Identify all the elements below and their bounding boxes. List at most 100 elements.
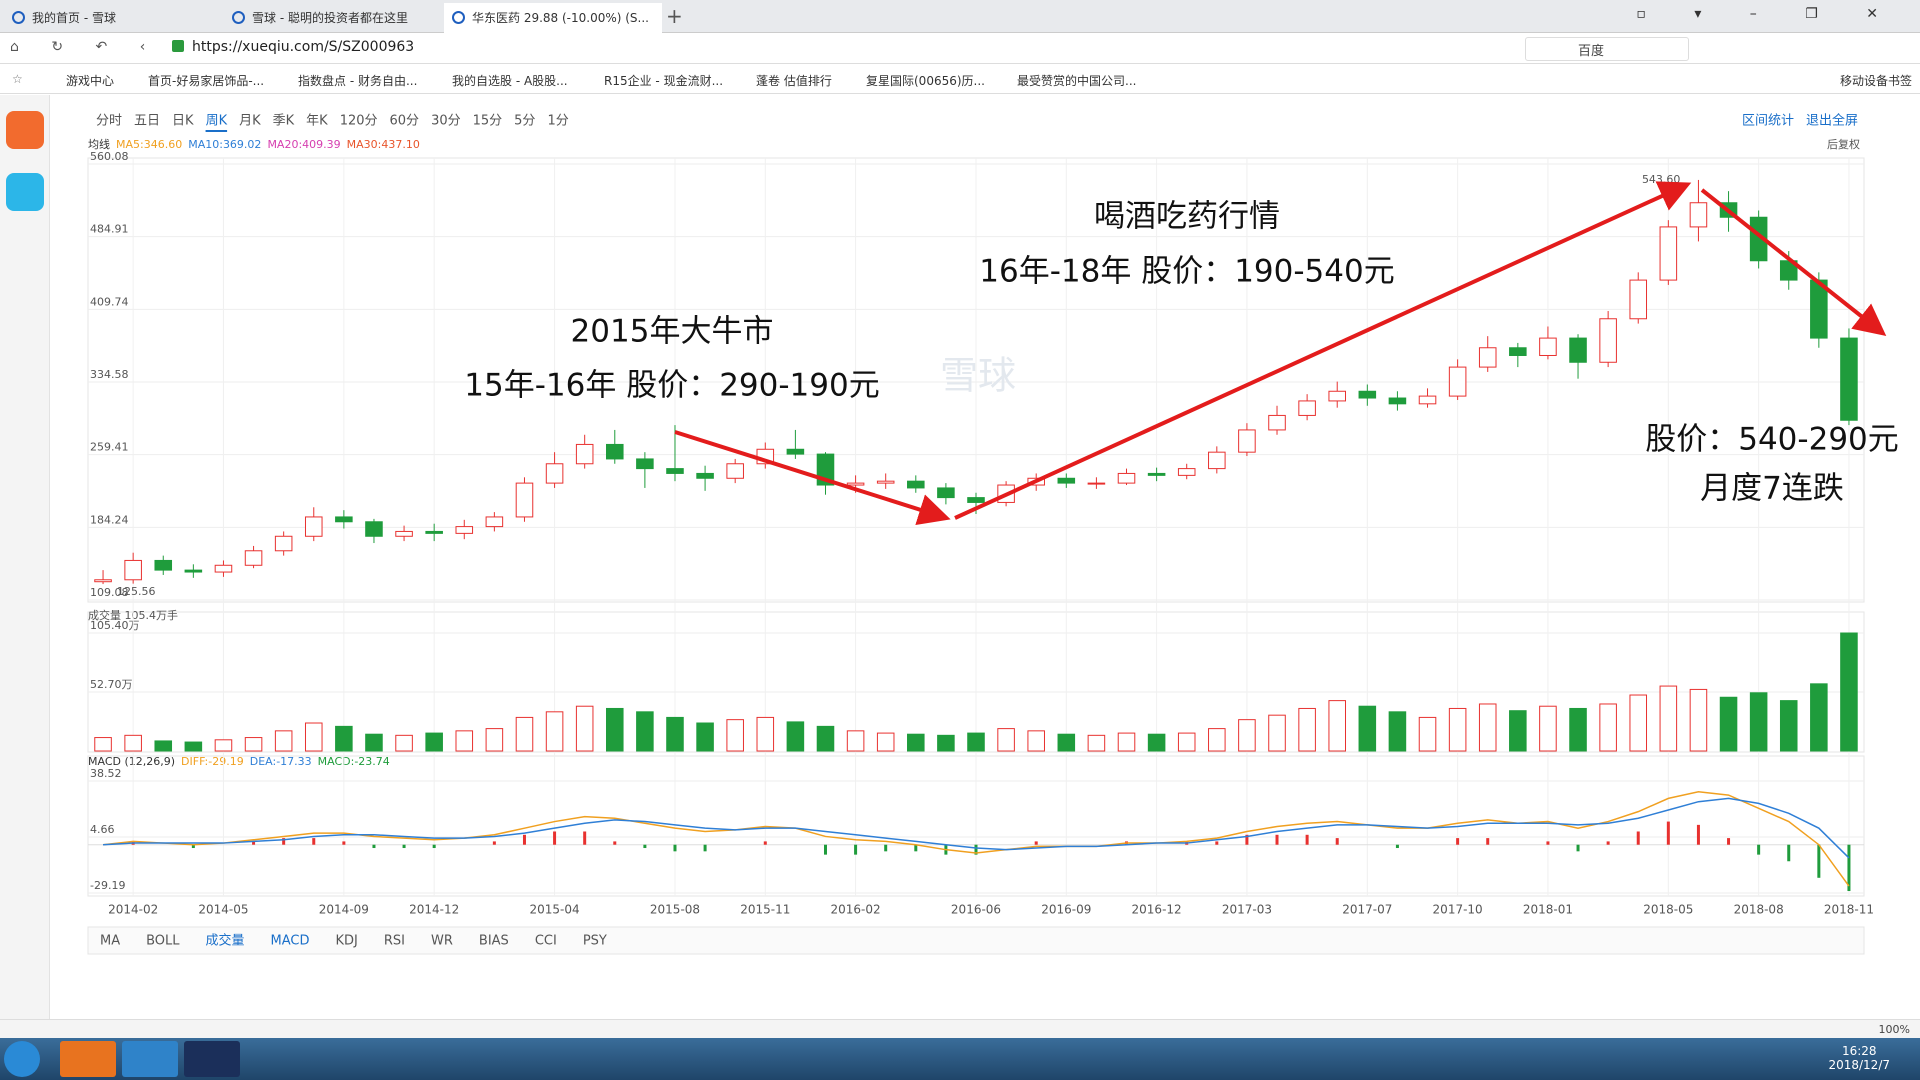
x-tick-label: 2015-04 [530, 903, 580, 917]
start-button[interactable] [4, 1041, 40, 1077]
x-tick-label: 2016-12 [1132, 903, 1182, 917]
bookmark[interactable]: 移动设备书签 [1840, 74, 1913, 88]
bookmark[interactable]: 最受赞赏的中国公司... [1017, 74, 1137, 88]
indicator-tab[interactable]: BIAS [479, 934, 509, 949]
volume-bar [274, 730, 293, 752]
adjust[interactable]: 后复权 [1827, 137, 1860, 151]
candle-body [1448, 366, 1467, 397]
taskbar-app[interactable] [122, 1041, 178, 1077]
x-tick-label: 2014-05 [198, 903, 248, 917]
annotation: 股价：540-290元 [1645, 422, 1899, 458]
period-tab[interactable]: 周K [206, 114, 228, 129]
volume-bar [1448, 707, 1467, 752]
bookmarks-bar: ☆ 游戏中心 首页-好易家居饰品-... 指数盘点 - 财务自由... 我的自选… [0, 64, 1920, 94]
indicator-tab[interactable]: CCI [535, 934, 557, 949]
candle-body [1147, 472, 1166, 476]
candle-body [274, 535, 293, 552]
macd-legend: DIFF:-29.19 [181, 755, 244, 768]
action[interactable]: 区间统计 [1742, 114, 1794, 129]
candle-body [395, 530, 413, 537]
bookmark[interactable]: 指数盘点 - 财务自由... [298, 74, 418, 88]
tab[interactable]: 华东医药 29.88 (-10.00%) (S... [444, 3, 662, 33]
y-tick-label: 105.40万 [90, 619, 140, 632]
candle-body [94, 579, 112, 583]
address-bar: ⌂ ↻ ↶ ‹ https://xueqiu.com/S/SZ000963 百度 [0, 33, 1920, 64]
new-tab[interactable]: + [666, 4, 683, 28]
volume-bar [937, 734, 955, 752]
ma-legend: MA20:409.39 [267, 138, 340, 151]
volume-bar [1177, 732, 1196, 752]
x-tick-label: 2016-06 [951, 903, 1001, 917]
candle-body [1569, 337, 1587, 363]
ma-legend: MA10:369.02 [188, 138, 261, 151]
indicator-tab[interactable]: 成交量 [206, 933, 245, 949]
candle-body [304, 516, 323, 537]
period-tab[interactable]: 季K [273, 114, 295, 129]
bookmark[interactable]: 复星国际(00656)历... [866, 74, 985, 88]
app-icon[interactable] [6, 111, 44, 149]
period-tab[interactable]: 分时 [96, 114, 122, 129]
indicator-tab[interactable]: PSY [583, 934, 607, 949]
candle-body [545, 463, 564, 484]
period-tab[interactable]: 年K [306, 114, 328, 129]
volume-bar [1749, 692, 1768, 752]
nav-buttons[interactable]: ⌂ ↻ ↶ ‹ [10, 39, 160, 55]
bookmark[interactable]: 我的自选股 - A股股... [452, 74, 568, 88]
volume-bar [124, 734, 142, 752]
tab[interactable]: 我的首页 - 雪球 [4, 3, 222, 33]
taskbar-app[interactable] [60, 1041, 116, 1077]
candle-body [1388, 397, 1407, 405]
period-tab[interactable]: 60分 [390, 114, 420, 129]
volume-bar [214, 739, 233, 752]
clock: 16:28 2018/12/7 [1828, 1044, 1890, 1072]
indicator-tab[interactable]: KDJ [336, 934, 358, 949]
candle-body [1177, 468, 1196, 476]
bookmark[interactable]: 蓬卷 估值排行 [756, 74, 832, 88]
bookmark[interactable]: R15企业 - 现金流财... [604, 74, 724, 88]
window-controls[interactable]: ▫ ▾ – ❐ ✕ [1636, 6, 1900, 22]
candle-body [1478, 347, 1497, 368]
candle-body [1268, 414, 1286, 431]
action[interactable]: 退出全屏 [1806, 113, 1858, 129]
indicator-tab[interactable]: MA [100, 934, 120, 949]
y-tick-label: 38.52 [90, 767, 122, 780]
candle-body [876, 480, 895, 484]
high-label: 543.60 [1642, 173, 1681, 186]
indicator-tab[interactable]: BOLL [146, 934, 180, 949]
volume-bar [726, 719, 744, 752]
candle-body [907, 480, 925, 489]
tab[interactable]: 雪球 - 聪明的投资者都在这里 [224, 3, 442, 33]
indicator-tab[interactable]: WR [431, 934, 453, 949]
period-tab[interactable]: 五日 [134, 114, 160, 129]
volume-bar [1840, 632, 1858, 752]
taskbar-app[interactable] [184, 1041, 240, 1077]
volume-bar [1027, 730, 1045, 752]
indicator-tab[interactable]: RSI [384, 934, 405, 949]
period-tab[interactable]: 30分 [431, 114, 461, 129]
indicator-tab[interactable]: MACD [271, 934, 310, 949]
candle-body [1418, 395, 1437, 405]
bookmark[interactable]: 游戏中心 [66, 74, 115, 88]
period-tab[interactable]: 120分 [340, 114, 378, 129]
period-tab[interactable]: 日K [172, 114, 194, 129]
period-tab[interactable]: 15分 [473, 114, 503, 129]
candle-body [636, 458, 654, 470]
bookmark[interactable]: 首页-好易家居饰品-... [148, 74, 265, 88]
period-tab[interactable]: 1分 [547, 114, 568, 129]
volume-bar [1298, 707, 1316, 752]
watermark: 雪球 [940, 354, 1016, 398]
volume-bar [997, 728, 1015, 752]
lock-icon [172, 40, 184, 52]
search-box[interactable] [1525, 37, 1689, 61]
app-icon[interactable] [6, 173, 44, 211]
url[interactable]: https://xueqiu.com/S/SZ000963 [192, 39, 415, 55]
search-engine[interactable]: 百度 [1578, 44, 1605, 59]
star-icon[interactable]: ☆ [12, 72, 23, 86]
candle-body [1599, 318, 1617, 363]
period-tab[interactable]: 月K [239, 114, 261, 129]
period-tab[interactable]: 5分 [514, 114, 535, 129]
x-tick-label: 2014-02 [108, 903, 158, 917]
candle-body [425, 530, 443, 534]
zoom[interactable]: 100% [1878, 1023, 1910, 1036]
